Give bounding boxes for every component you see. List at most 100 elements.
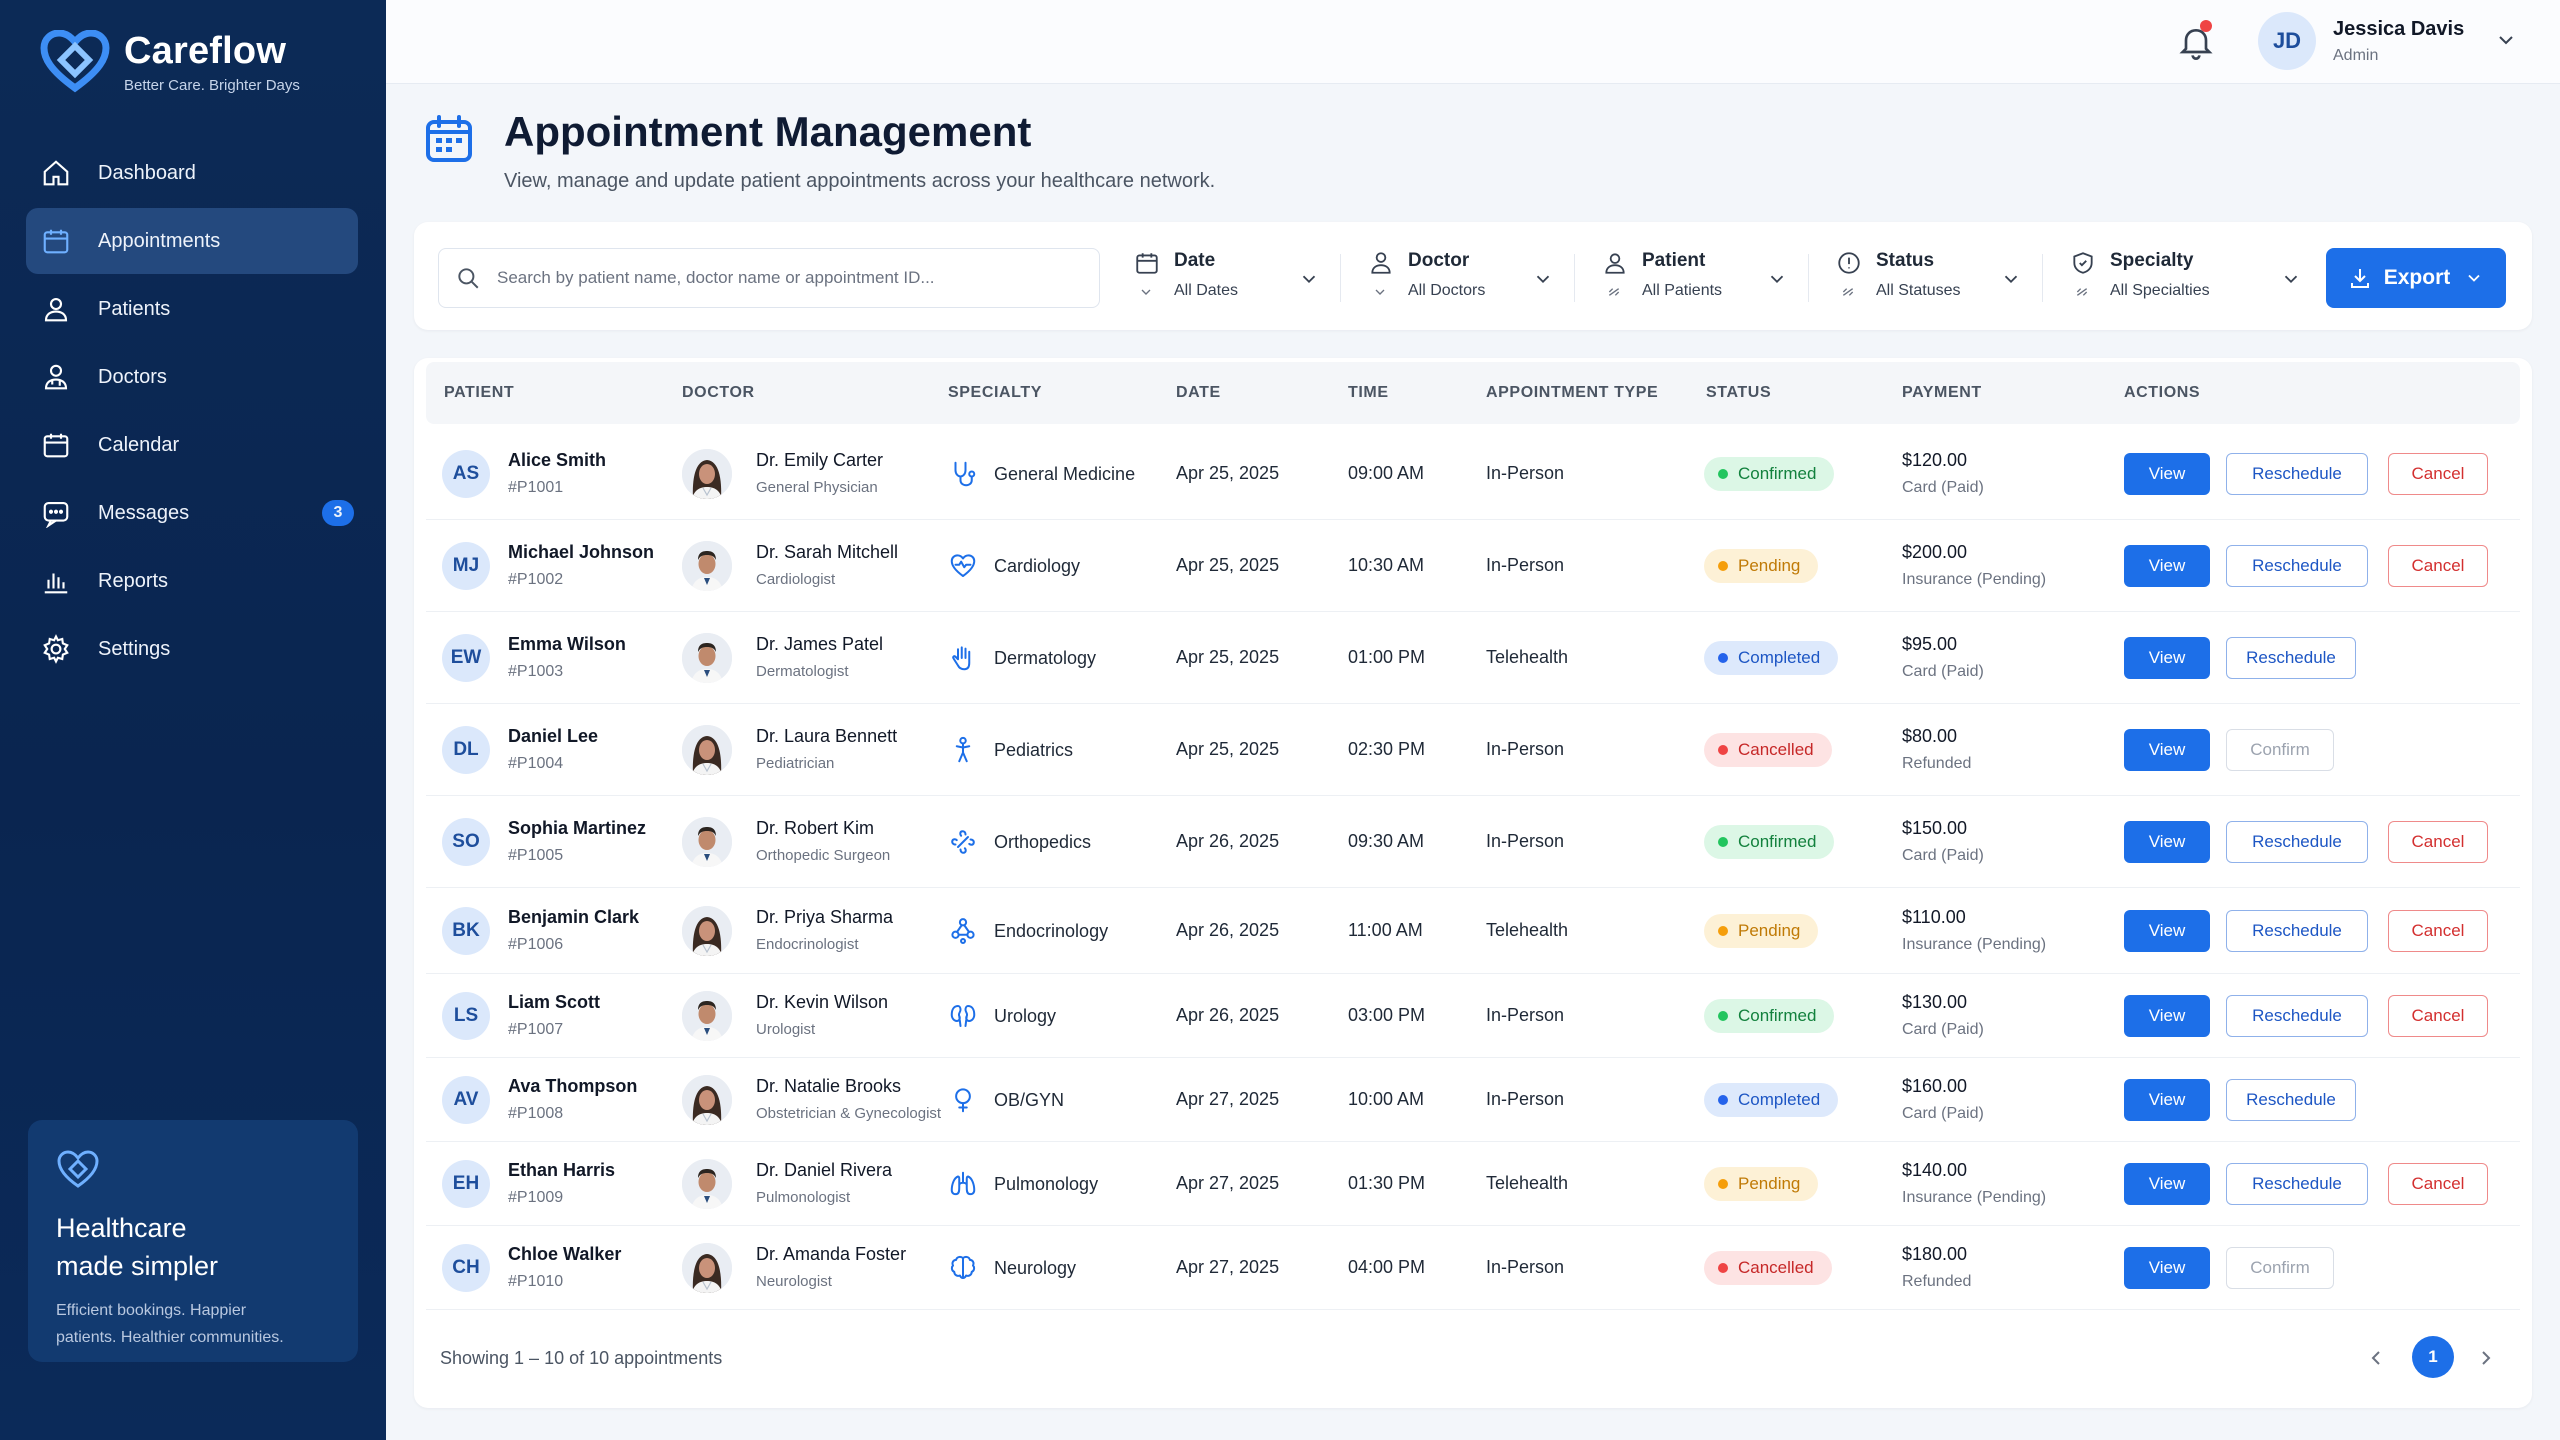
sidebar-item-reports[interactable]: Reports <box>26 548 358 614</box>
doctor-role: Orthopedic Surgeon <box>756 847 891 864</box>
search-input[interactable] <box>497 268 1077 288</box>
confirm-button[interactable]: Confirm <box>2226 1247 2334 1289</box>
chevron-right-icon[interactable] <box>2474 1346 2498 1370</box>
sidebar-item-dashboard[interactable]: Dashboard <box>26 140 358 206</box>
female-icon <box>955 1088 971 1113</box>
doctor-cell[interactable]: Dr. Laura Bennett Pediatrician <box>756 726 897 772</box>
doctor-cell[interactable]: Dr. Sarah Mitchell Cardiologist <box>756 542 898 588</box>
column-header-payment[interactable]: PAYMENT <box>1902 384 1982 401</box>
column-header-status[interactable]: STATUS <box>1706 384 1772 401</box>
reschedule-button[interactable]: Reschedule <box>2226 995 2368 1037</box>
payment-status: Insurance (Pending) <box>1902 936 2047 953</box>
column-header-patient[interactable]: PATIENT <box>444 384 515 401</box>
confirm-button[interactable]: Confirm <box>2226 729 2334 771</box>
view-button[interactable]: View <box>2124 995 2210 1037</box>
status-label: Confirmed <box>1738 464 1817 483</box>
reschedule-button[interactable]: Reschedule <box>2226 637 2356 679</box>
patient-cell[interactable]: Emma Wilson #P1003 <box>508 634 626 681</box>
doctor-cell[interactable]: Dr. Natalie Brooks Obstetrician & Gynecol… <box>756 1076 941 1122</box>
status-filter[interactable]: Status All Statuses <box>1824 244 2034 312</box>
sidebar-item-appointments[interactable]: Appointments <box>26 208 358 274</box>
column-header-time[interactable]: TIME <box>1348 384 1389 401</box>
sidebar-item-settings[interactable]: Settings <box>26 616 358 682</box>
avatar[interactable]: JD <box>2258 12 2316 70</box>
doctor-photo <box>682 817 732 867</box>
patient-name: Daniel Lee <box>508 726 599 746</box>
export-label: Export <box>2383 266 2451 289</box>
view-button[interactable]: View <box>2124 910 2210 952</box>
brand[interactable]: Careflow Better Care. Brighter Days <box>40 30 300 94</box>
view-button[interactable]: View <box>2124 453 2210 495</box>
patient-cell[interactable]: Michael Johnson #P1002 <box>508 542 654 589</box>
patient-cell[interactable]: Alice Smith #P1001 <box>508 450 606 497</box>
appointment-time: 10:00 AM <box>1348 1089 1425 1109</box>
patient-filter[interactable]: Patient All Patients <box>1590 244 1800 312</box>
export-button[interactable]: Export <box>2326 248 2506 308</box>
cancel-button[interactable]: Cancel <box>2388 821 2488 863</box>
sidebar-item-messages[interactable]: Messages 3 <box>26 480 358 546</box>
doctor-cell[interactable]: Dr. Amanda Foster Neurologist <box>756 1244 906 1290</box>
cancel-button[interactable]: Cancel <box>2388 995 2488 1037</box>
view-button[interactable]: View <box>2124 1247 2210 1289</box>
view-button[interactable]: View <box>2124 1079 2210 1121</box>
doctor-cell[interactable]: Dr. Robert Kim Orthopedic Surgeon <box>756 818 890 864</box>
doctor-cell[interactable]: Dr. James Patel Dermatologist <box>756 634 883 680</box>
patient-cell[interactable]: Ava Thompson #P1008 <box>508 1076 637 1123</box>
reschedule-button[interactable]: Reschedule <box>2226 453 2368 495</box>
chevron-down-icon[interactable] <box>2494 28 2518 52</box>
patient-cell[interactable]: Benjamin Clark #P1006 <box>508 907 639 954</box>
status-label: Confirmed <box>1738 832 1817 851</box>
user-icon <box>40 293 72 325</box>
cancel-button[interactable]: Cancel <box>2388 1163 2488 1205</box>
sidebar-item-doctors[interactable]: Doctors <box>26 344 358 410</box>
patient-cell[interactable]: Ethan Harris #P1009 <box>508 1160 615 1207</box>
patient-cell[interactable]: Liam Scott #P1007 <box>508 992 600 1039</box>
status-dot <box>1718 561 1728 571</box>
doctor-cell[interactable]: Dr. Emily Carter General Physician <box>756 450 883 496</box>
filter-value: All Doctors <box>1408 282 1486 299</box>
status-label: Pending <box>1738 556 1801 575</box>
column-header-actions: ACTIONS <box>2124 384 2201 401</box>
doctor-role: Cardiologist <box>756 571 836 588</box>
view-button[interactable]: View <box>2124 1163 2210 1205</box>
patient-cell[interactable]: Sophia Martinez #P1005 <box>508 818 646 865</box>
reschedule-button[interactable]: Reschedule <box>2226 1079 2356 1121</box>
specialty-name: Pulmonology <box>994 1173 1099 1194</box>
reschedule-button[interactable]: Reschedule <box>2226 545 2368 587</box>
reschedule-button[interactable]: Reschedule <box>2226 1163 2368 1205</box>
reschedule-button[interactable]: Reschedule <box>2226 821 2368 863</box>
cancel-button[interactable]: Cancel <box>2388 545 2488 587</box>
column-header-specialty[interactable]: SPECIALTY <box>948 384 1043 401</box>
date-filter[interactable]: Date All Dates <box>1122 244 1332 312</box>
chevron-left-icon[interactable] <box>2364 1346 2388 1370</box>
cancel-button[interactable]: Cancel <box>2388 453 2488 495</box>
pagination-page[interactable]: 1 <box>2412 1336 2454 1378</box>
view-button[interactable]: View <box>2124 637 2210 679</box>
sort-icon <box>2076 288 2088 296</box>
doctor-cell[interactable]: Dr. Kevin Wilson Urologist <box>756 992 888 1038</box>
search-box[interactable] <box>438 248 1100 308</box>
sidebar-item-patients[interactable]: Patients <box>26 276 358 342</box>
user-name[interactable]: Jessica Davis <box>2333 18 2465 40</box>
molecule-icon <box>951 918 975 944</box>
payment-status: Card (Paid) <box>1902 663 1984 680</box>
reschedule-button[interactable]: Reschedule <box>2226 910 2368 952</box>
patient-cell[interactable]: Chloe Walker #P1010 <box>508 1244 621 1291</box>
appointment-date: Apr 26, 2025 <box>1176 831 1280 851</box>
column-header-date[interactable]: DATE <box>1176 384 1221 401</box>
column-header-type[interactable]: APPOINTMENT TYPE <box>1486 384 1659 401</box>
cancel-button[interactable]: Cancel <box>2388 910 2488 952</box>
view-button[interactable]: View <box>2124 545 2210 587</box>
filter-value: All Statuses <box>1876 282 1961 299</box>
bell-icon[interactable] <box>2176 22 2216 62</box>
doctor-cell[interactable]: Dr. Daniel Rivera Pulmonologist <box>756 1160 892 1206</box>
specialty-filter[interactable]: Specialty All Specialties <box>2058 244 2314 312</box>
appointment-time: 03:00 PM <box>1348 1005 1426 1025</box>
doctor-filter[interactable]: Doctor All Doctors <box>1356 244 1566 312</box>
sidebar-item-calendar[interactable]: Calendar <box>26 412 358 478</box>
view-button[interactable]: View <box>2124 821 2210 863</box>
column-header-doctor[interactable]: DOCTOR <box>682 384 755 401</box>
doctor-cell[interactable]: Dr. Priya Sharma Endocrinologist <box>756 907 893 953</box>
patient-cell[interactable]: Daniel Lee #P1004 <box>508 726 598 773</box>
view-button[interactable]: View <box>2124 729 2210 771</box>
